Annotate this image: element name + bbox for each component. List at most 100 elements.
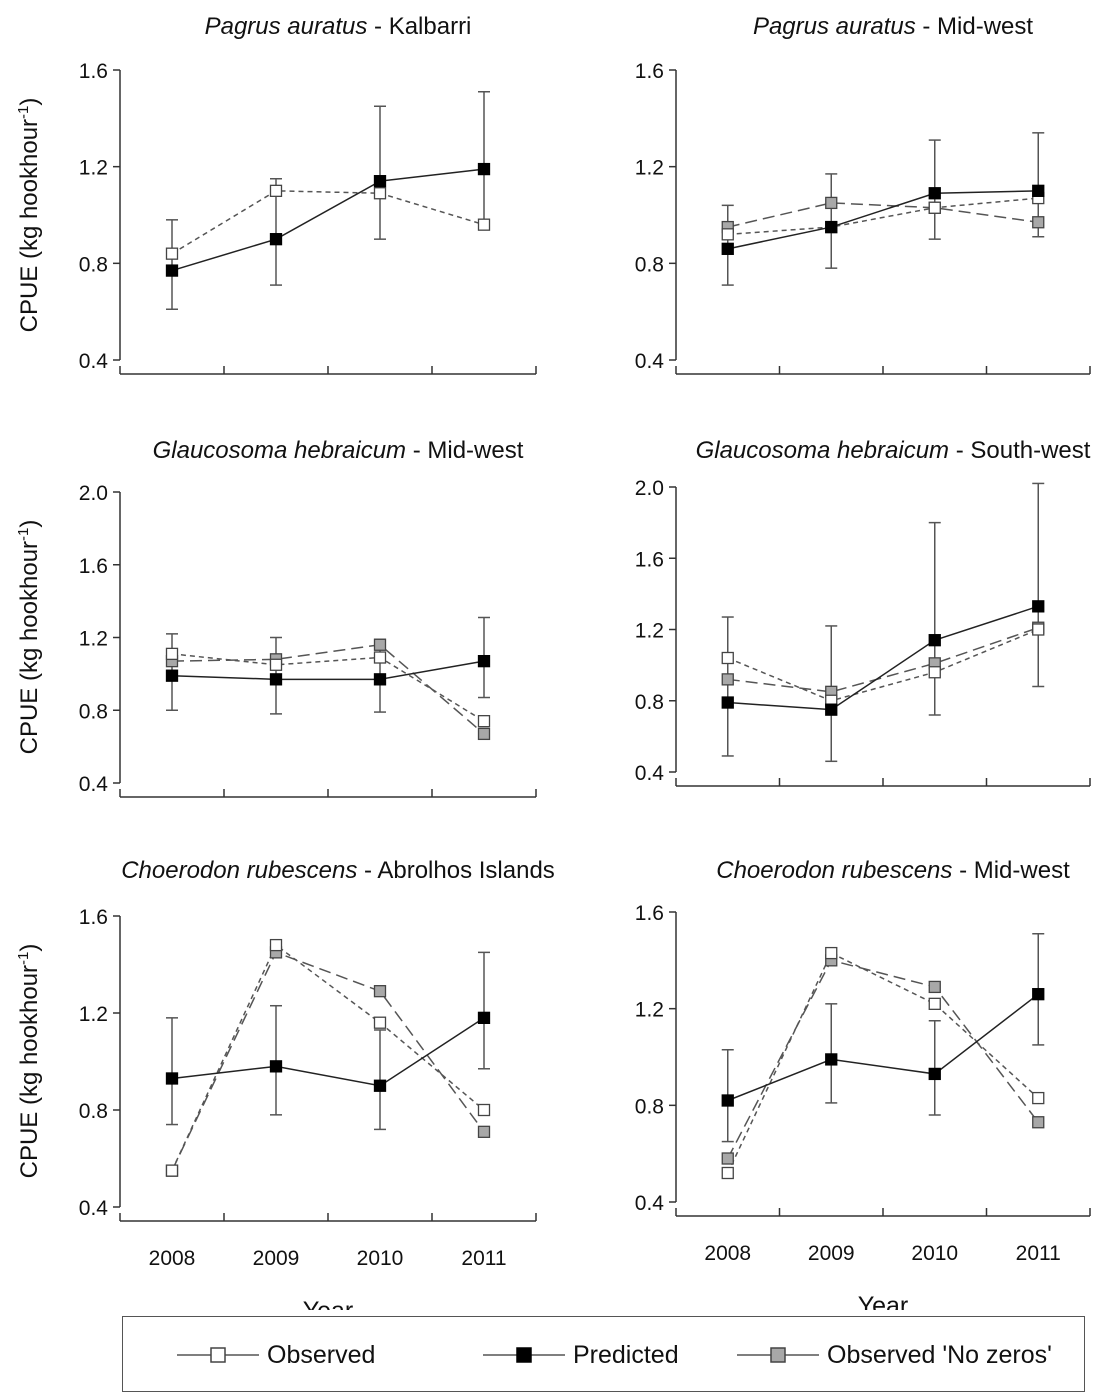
y-tick-label: 0.8: [635, 691, 664, 714]
y-tick-label: 0.4: [79, 773, 109, 796]
y-tick-label: 0.4: [635, 762, 665, 785]
point-observed: [165, 1164, 179, 1177]
y-tick-label: 0.4: [79, 350, 109, 373]
point-predicted: [825, 220, 838, 234]
y-tick-label: 0.4: [79, 1197, 109, 1220]
y-tick-label: 1.2: [635, 157, 664, 180]
point-predicted: [928, 187, 941, 200]
panel-title-species: Choerodon rubescens: [716, 857, 952, 884]
y-tick-label: 1.6: [79, 555, 108, 578]
panel-title: Choerodon rubescens - Mid-west: [716, 857, 1070, 884]
point-predicted: [373, 1079, 387, 1092]
point-observed: [477, 715, 491, 728]
legend-marker-no-zeros: [770, 1347, 786, 1363]
panel-title-region: - Mid-west: [916, 13, 1034, 40]
point-predicted: [477, 654, 491, 668]
series-line-no-zeros: [727, 202, 1039, 228]
point-predicted: [928, 1067, 941, 1081]
panel-title-species: Glaucosoma hebraicum: [696, 437, 949, 464]
point-predicted: [477, 1011, 491, 1024]
y-axis-label-close: ): [16, 520, 43, 528]
y-tick-label: 1.2: [79, 628, 108, 651]
point-predicted: [373, 673, 387, 686]
chart-panel-3: Glaucosoma hebraicum - Mid-west 0.4 0.8 1.2…: [15, 437, 537, 798]
point-observed: [928, 666, 941, 679]
point-observed: [165, 247, 179, 260]
point-predicted: [373, 175, 387, 188]
point-no-zeros: [825, 196, 838, 210]
point-observed: [373, 187, 387, 200]
chart-panel-6: Choerodon rubescens - Mid-west 0.4 0.8 1.2 1…: [635, 857, 1091, 1310]
point-no-zeros: [721, 673, 734, 686]
y-tick-label: 1.6: [635, 548, 664, 571]
legend-marker-observed-icon: [177, 1347, 259, 1363]
series-line-predicted: [727, 993, 1039, 1102]
x-tick-label: 2009: [253, 1247, 300, 1270]
y-tick-label: 1.2: [635, 999, 664, 1022]
x-tick-label: 2008: [704, 1242, 751, 1265]
legend-marker-predicted: [516, 1347, 532, 1363]
legend: Observed Predicted Observed 'No zeros': [122, 1316, 1085, 1392]
panel-title: Glaucosoma hebraicum - Mid-west: [153, 437, 524, 464]
legend-item-predicted: Predicted: [481, 1317, 679, 1393]
y-tick-label: 0.4: [635, 1192, 665, 1215]
point-no-zeros: [477, 1125, 491, 1138]
y-tick-label: 0.8: [79, 1100, 108, 1123]
point-observed: [721, 651, 734, 665]
series-line-predicted: [171, 660, 485, 681]
point-predicted: [1032, 988, 1045, 1001]
series-line-predicted: [171, 1017, 485, 1087]
y-tick-label: 1.2: [635, 620, 664, 643]
y-axis-label-close: ): [16, 944, 43, 952]
panel-title: Choerodon rubescens - Abrolhos Islands: [121, 857, 555, 884]
x-axis-label: Year: [303, 1297, 354, 1310]
legend-marker-predicted-icon: [483, 1347, 565, 1363]
panel-title-species: Pagrus auratus: [205, 13, 368, 40]
y-axis-label-sup: -1: [15, 106, 32, 119]
panel-title-region: - Mid-west: [952, 857, 1070, 884]
point-observed: [373, 651, 387, 664]
point-predicted: [1032, 184, 1045, 197]
point-predicted: [825, 1053, 838, 1066]
legend-marker-no-zeros-icon: [737, 1347, 819, 1363]
point-predicted: [165, 264, 179, 277]
point-no-zeros: [1032, 1116, 1045, 1129]
y-tick-label: 2.0: [79, 482, 108, 505]
y-tick-label: 1.2: [79, 157, 108, 180]
point-predicted: [269, 673, 283, 686]
point-predicted: [721, 696, 734, 709]
x-tick-label: 2008: [149, 1247, 196, 1270]
series-line-no-zeros: [727, 959, 1039, 1159]
y-tick-label: 2.0: [635, 477, 664, 500]
legend-label-predicted: Predicted: [573, 1340, 679, 1369]
point-no-zeros: [373, 638, 387, 651]
point-observed: [721, 1166, 734, 1180]
x-tick-label: 2011: [461, 1247, 506, 1270]
y-tick-label: 0.8: [79, 700, 108, 723]
point-predicted: [165, 669, 179, 682]
point-no-zeros: [373, 985, 387, 998]
point-predicted: [825, 703, 838, 716]
panel-title-region: - South-west: [949, 437, 1091, 464]
y-tick-label: 1.6: [635, 902, 664, 925]
x-axis-label: Year: [858, 1292, 909, 1310]
point-observed: [1032, 1091, 1045, 1105]
y-axis-label-text: CPUE (kg hookhour: [16, 119, 43, 332]
legend-label-observed: Observed: [267, 1340, 376, 1369]
point-no-zeros: [477, 727, 491, 741]
point-predicted: [1032, 600, 1045, 613]
y-axis-label: CPUE (kg hookhour-1): [15, 944, 43, 1179]
x-tick-label: 2010: [357, 1247, 404, 1270]
series-line-observed: [171, 653, 485, 722]
y-tick-label: 1.2: [79, 1003, 108, 1026]
point-no-zeros: [721, 1152, 734, 1165]
legend-item-no-zeros: Observed 'No zeros': [735, 1317, 1052, 1393]
point-observed: [477, 1103, 491, 1117]
series-line-no-zeros: [171, 643, 485, 735]
point-predicted: [269, 1060, 283, 1073]
point-observed: [373, 1016, 387, 1029]
point-observed: [928, 201, 941, 214]
panel-title: Glaucosoma hebraicum - South-west: [696, 437, 1091, 464]
series-line-observed: [727, 952, 1039, 1174]
